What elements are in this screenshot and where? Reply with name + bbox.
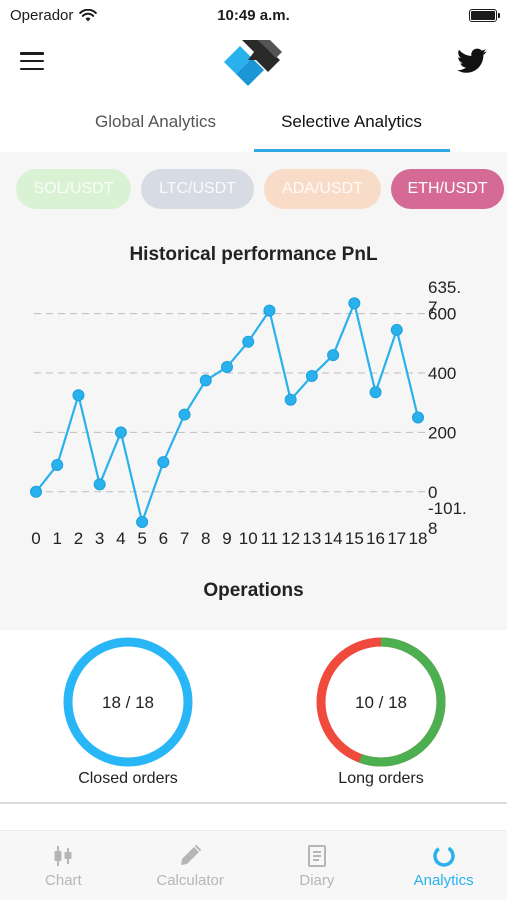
section-divider bbox=[0, 802, 507, 804]
status-bar: Operador 10:49 a.m. bbox=[0, 0, 507, 30]
x-tick-label: 3 bbox=[95, 529, 104, 548]
y-tick-label: 200 bbox=[428, 423, 456, 442]
pnl-data-point bbox=[93, 478, 106, 491]
pnl-data-point bbox=[327, 349, 340, 362]
x-tick-label: 10 bbox=[239, 529, 258, 548]
long-orders-ring-long-arc bbox=[316, 637, 446, 767]
twitter-icon[interactable] bbox=[457, 48, 487, 74]
x-tick-label: 13 bbox=[302, 529, 321, 548]
pnl-data-point bbox=[136, 516, 149, 528]
pnl-data-point bbox=[348, 297, 361, 310]
x-tick-label: 11 bbox=[261, 529, 279, 548]
pnl-data-point bbox=[305, 369, 318, 382]
pnl-data-point bbox=[221, 361, 233, 374]
x-tick-label: 2 bbox=[74, 529, 83, 548]
closed-orders-value: 18 / 18 bbox=[102, 693, 154, 712]
y-tick-label: 635. 7 bbox=[428, 278, 461, 317]
long-orders-ring-graphic: 10 / 18 bbox=[316, 637, 446, 767]
x-tick-label: 4 bbox=[116, 529, 125, 548]
closed-orders-label: Closed orders bbox=[78, 770, 178, 787]
nav-diary-label: Diary bbox=[299, 872, 335, 889]
tab-selective-analytics[interactable]: Selective Analytics bbox=[253, 100, 450, 152]
nav-analytics-label: Analytics bbox=[413, 872, 474, 889]
nav-chart-label: Chart bbox=[45, 872, 82, 889]
pnl-data-point bbox=[51, 459, 64, 472]
y-tick-label: 400 bbox=[428, 364, 456, 383]
nav-chart[interactable]: Chart bbox=[0, 831, 126, 900]
pair-chip-ada-usdt[interactable]: ADA/USDT bbox=[264, 169, 381, 209]
x-tick-label: 5 bbox=[137, 529, 146, 548]
pair-chip-ltc-usdt[interactable]: LTC/USDT bbox=[141, 169, 254, 209]
pencil-icon bbox=[181, 844, 202, 865]
menu-icon[interactable] bbox=[20, 52, 44, 70]
pair-selector: SOL/USDT LTC/USDT ADA/USDT ETH/USDT bbox=[16, 169, 504, 209]
pnl-data-point bbox=[284, 393, 297, 406]
candlestick-icon bbox=[54, 846, 72, 866]
y-tick-label: 0 bbox=[428, 483, 437, 502]
pnl-data-point bbox=[412, 411, 424, 424]
x-tick-label: 0 bbox=[31, 529, 40, 548]
analytics-ring-icon bbox=[432, 845, 455, 867]
tab-global-analytics[interactable]: Global Analytics bbox=[95, 112, 216, 131]
battery-icon bbox=[469, 8, 500, 22]
long-orders-ring: 10 / 18 Long orders bbox=[291, 630, 471, 788]
x-tick-label: 1 bbox=[52, 529, 61, 548]
x-tick-label: 14 bbox=[324, 529, 343, 548]
bottom-navigation: Chart Calculator Diary Analytics bbox=[0, 830, 507, 900]
diary-icon bbox=[307, 845, 326, 867]
long-orders-value: 10 / 18 bbox=[355, 693, 407, 712]
analytics-tabs: Global Analytics Selective Analytics bbox=[0, 100, 507, 152]
y-tick-label: 600 bbox=[428, 305, 456, 324]
nav-diary[interactable]: Diary bbox=[254, 831, 380, 900]
y-tick-label: -101. 8 bbox=[428, 499, 467, 538]
pnl-data-point bbox=[30, 485, 42, 498]
nav-calculator[interactable]: Calculator bbox=[127, 831, 253, 900]
closed-orders-ring-graphic: 18 / 18 bbox=[63, 637, 193, 767]
pnl-data-point bbox=[242, 335, 255, 348]
nav-calculator-label: Calculator bbox=[156, 872, 224, 889]
selective-analytics-panel: SOL/USDT LTC/USDT ADA/USDT ETH/USDT Hist… bbox=[0, 152, 507, 630]
long-orders-label: Long orders bbox=[338, 770, 424, 787]
pnl-data-point bbox=[369, 386, 382, 399]
pair-chip-sol-usdt[interactable]: SOL/USDT bbox=[16, 169, 131, 209]
x-tick-label: 16 bbox=[366, 529, 385, 548]
pnl-data-point bbox=[199, 374, 212, 387]
pnl-data-point bbox=[178, 408, 191, 421]
nav-analytics[interactable]: Analytics bbox=[381, 831, 507, 900]
operations-rings: 18 / 18 Closed orders 10 / 18 Long order… bbox=[0, 630, 507, 802]
x-tick-label: 15 bbox=[345, 529, 364, 548]
pair-chip-eth-usdt[interactable]: ETH/USDT bbox=[391, 169, 504, 209]
chart-title: Historical performance PnL bbox=[129, 244, 378, 265]
app-logo bbox=[223, 40, 282, 86]
status-left: Operador bbox=[10, 6, 98, 24]
x-tick-label: 18 bbox=[409, 529, 428, 548]
closed-orders-ring-arc bbox=[63, 637, 193, 767]
x-tick-label: 12 bbox=[281, 529, 300, 548]
pnl-data-point bbox=[157, 456, 170, 469]
closed-orders-ring: 18 / 18 Closed orders bbox=[38, 630, 218, 788]
wifi-icon bbox=[79, 8, 98, 21]
pnl-series-line bbox=[35, 302, 420, 524]
x-tick-label: 9 bbox=[222, 529, 231, 548]
pnl-data-point bbox=[263, 304, 276, 317]
x-tick-label: 7 bbox=[180, 529, 189, 548]
pnl-data-point bbox=[114, 426, 127, 439]
x-tick-label: 6 bbox=[159, 529, 168, 548]
pnl-data-point bbox=[72, 389, 85, 402]
app-header bbox=[0, 30, 507, 92]
pnl-data-point bbox=[390, 323, 403, 336]
operations-title: Operations bbox=[203, 580, 304, 601]
carrier-label: Operador bbox=[10, 6, 74, 24]
x-tick-label: 8 bbox=[201, 529, 210, 548]
x-tick-label: 17 bbox=[387, 529, 406, 548]
